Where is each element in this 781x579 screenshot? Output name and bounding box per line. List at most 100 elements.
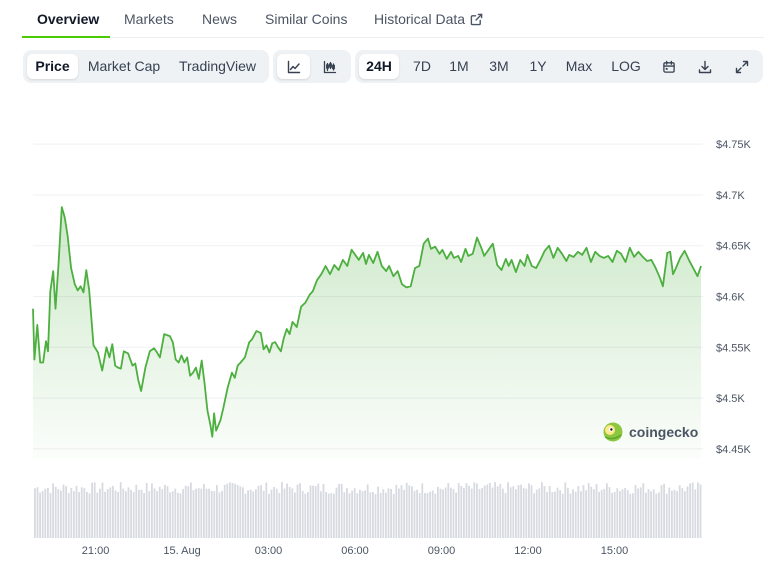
fullscreen-button[interactable] — [725, 54, 759, 79]
tab-similar-coins[interactable]: Similar Coins — [265, 11, 348, 27]
volume-bar — [561, 493, 564, 538]
volume-bar — [60, 490, 62, 538]
range-3m-button[interactable]: 3M — [489, 58, 509, 74]
volume-bar — [109, 487, 112, 538]
tab-markets[interactable]: Markets — [124, 11, 174, 27]
range-max-button[interactable]: Max — [565, 58, 593, 74]
volume-bar — [223, 484, 226, 538]
line-chart-button[interactable] — [277, 54, 310, 79]
price-line — [32, 206, 702, 438]
market-cap-button[interactable]: Market Cap — [87, 58, 161, 74]
volume-bar — [151, 483, 153, 538]
volume-bar — [268, 493, 270, 538]
price-button[interactable]: Price — [27, 54, 78, 79]
volume-bar — [132, 492, 135, 538]
volume-bar — [387, 488, 390, 538]
download-button[interactable] — [688, 54, 722, 79]
volume-bar — [522, 488, 525, 538]
price-chart[interactable]: $4.75K$4.7K$4.65K$4.6K$4.55K$4.5K$4.45K … — [0, 90, 781, 579]
external-link-icon — [470, 13, 483, 26]
volume-bar — [106, 489, 109, 538]
volume-bar — [348, 493, 351, 538]
volume-bar — [377, 486, 379, 538]
volume-bar — [41, 491, 44, 538]
tab-overview[interactable]: Overview — [37, 11, 100, 27]
volume-bar — [265, 482, 268, 538]
volume-bar — [138, 489, 140, 538]
volume-bar — [192, 490, 195, 538]
volume-bar — [408, 485, 411, 538]
volume-bar — [590, 486, 593, 538]
volume-bar — [463, 488, 465, 538]
volume-bar — [447, 483, 450, 538]
volume-bar — [515, 489, 517, 538]
range-1m-button[interactable]: 1M — [449, 58, 469, 74]
y-tick-label: $4.45K — [716, 444, 752, 456]
range-1y-button[interactable]: 1Y — [529, 58, 547, 74]
volume-bar — [603, 489, 606, 538]
volume-bar — [83, 488, 86, 538]
volume-bar — [486, 484, 489, 538]
volume-bar — [637, 488, 639, 538]
volume-bar — [642, 483, 645, 538]
volume-bar — [65, 486, 67, 538]
volume-bar — [216, 485, 218, 538]
volume-bar — [483, 485, 486, 538]
volume-bar — [158, 486, 161, 538]
volume-bar — [502, 488, 504, 538]
volume-bar — [564, 482, 567, 538]
volume-bar — [416, 489, 418, 538]
range-7d-button[interactable]: 7D — [413, 58, 431, 74]
coingecko-logo-icon — [603, 422, 623, 442]
volume-bar — [127, 487, 130, 538]
volume-bar — [338, 484, 340, 538]
candlestick-chart-button[interactable] — [313, 54, 347, 79]
volume-bar — [145, 482, 148, 538]
volume-bar — [96, 492, 99, 538]
volume-bar — [444, 487, 447, 538]
volume-bar — [621, 489, 624, 538]
x-tick-label: 15:00 — [601, 545, 629, 557]
volume-bar — [125, 491, 127, 538]
volume-bar — [366, 484, 369, 538]
volume-bar — [291, 488, 294, 538]
volume-bar — [179, 493, 182, 538]
volume-bar — [260, 485, 262, 538]
volume-bar — [491, 487, 494, 538]
volume-bar — [382, 489, 385, 538]
tradingview-button[interactable]: TradingView — [178, 58, 257, 74]
volume-bar — [70, 488, 73, 538]
volume-bar — [364, 490, 366, 538]
tab-historical-data[interactable]: Historical Data — [374, 11, 483, 27]
volume-bar — [504, 493, 507, 538]
volume-bar — [182, 489, 184, 538]
x-tick-label: 12:00 — [514, 545, 542, 557]
volume-bar — [231, 482, 234, 538]
tab-historical-data-label: Historical Data — [374, 11, 466, 27]
volume-bar — [499, 484, 502, 538]
tab-news[interactable]: News — [202, 11, 238, 27]
volume-bar — [569, 493, 572, 538]
volume-bar — [403, 489, 405, 538]
volume-bar — [247, 490, 249, 538]
volume-bar — [101, 482, 104, 538]
volume-bar — [567, 487, 569, 538]
volume-bar — [439, 488, 442, 538]
date-picker-button[interactable] — [652, 54, 686, 79]
range-24h-button[interactable]: 24H — [359, 54, 399, 79]
volume-bar — [663, 483, 665, 538]
volume-bar — [309, 485, 312, 538]
volume-bar — [580, 491, 582, 538]
volume-bar — [54, 486, 57, 538]
volume-bar — [307, 492, 309, 538]
volume-bar — [551, 492, 554, 538]
log-scale-button[interactable]: LOG — [611, 58, 641, 74]
watermark-label: coingecko — [629, 424, 698, 440]
volume-bar — [78, 492, 80, 538]
volume-bar — [301, 490, 304, 538]
volume-bar — [616, 488, 619, 538]
chart-style-toggle — [273, 50, 351, 83]
volume-bar — [213, 491, 216, 538]
volume-bar — [478, 489, 481, 538]
volume-bar — [421, 483, 424, 538]
